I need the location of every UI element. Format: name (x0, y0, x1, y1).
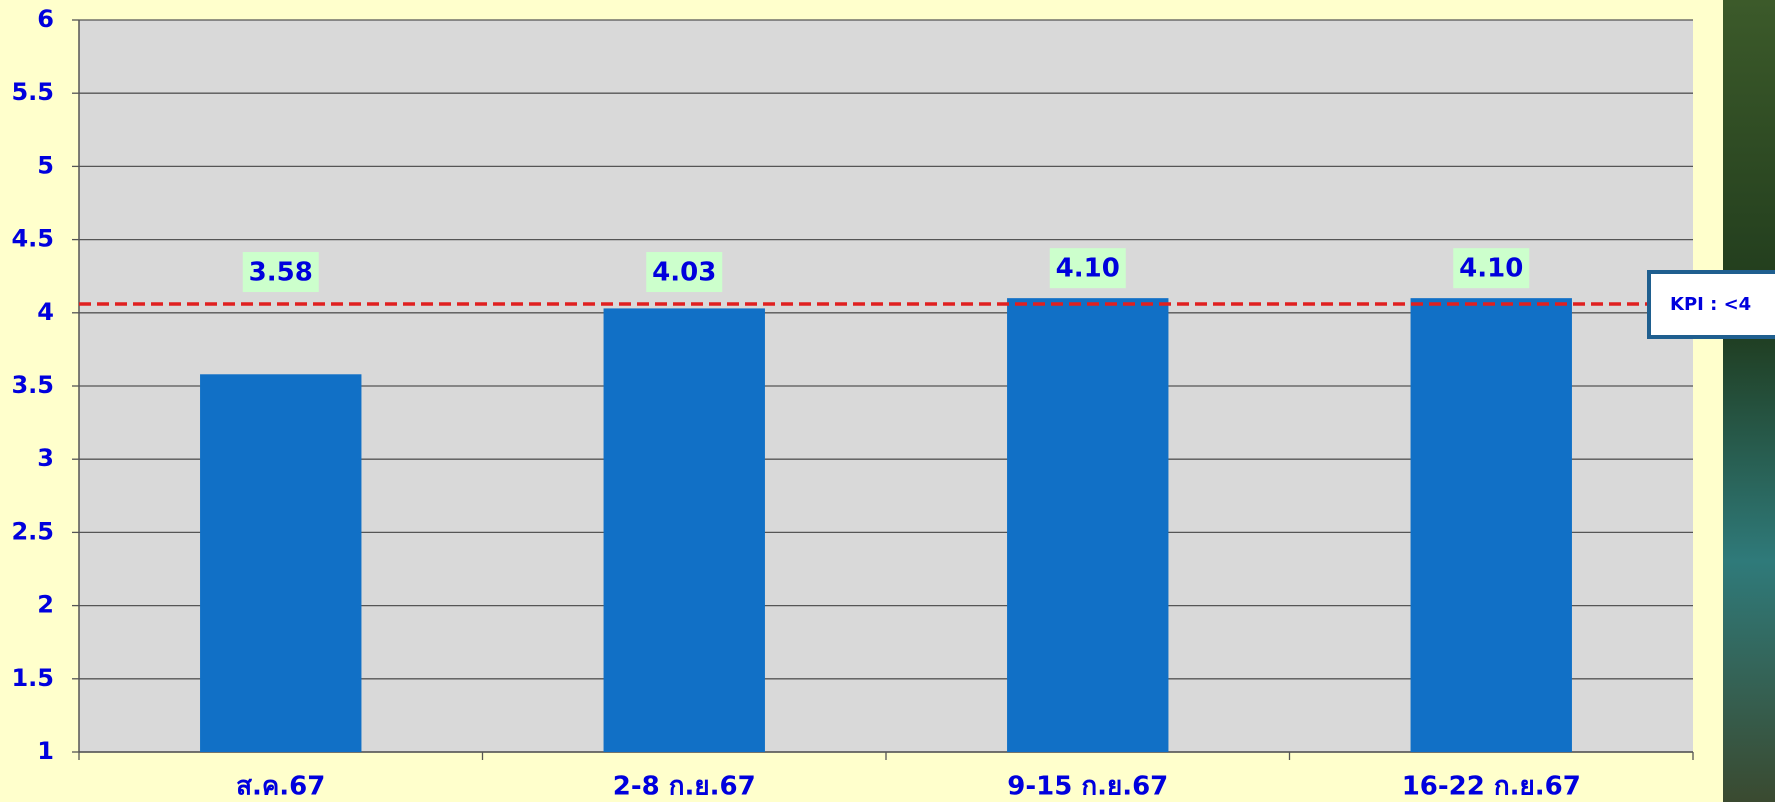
y-tick-label: 5 (37, 151, 54, 179)
y-tick-label: 5.5 (11, 78, 54, 106)
chart: 1 1.5 2 2.5 3 3.5 4 4.5 5 5.5 6 ส.ค.67 2-8 ก.ย.67 9-1… (0, 0, 1775, 802)
y-tick-label: 3 (37, 444, 54, 472)
x-tick-label: 2-8 ก.ย.67 (613, 772, 756, 802)
page: 1 1.5 2 2.5 3 3.5 4 4.5 5 5.5 6 ส.ค.67 2-8 ก.ย.67 9-1… (0, 0, 1775, 802)
kpi-label: KPI : <4 (1670, 294, 1751, 315)
bar (1007, 298, 1168, 752)
value-label: 3.58 (249, 258, 313, 288)
background-photo (1723, 0, 1775, 802)
value-label: 4.03 (652, 258, 716, 288)
value-label: 4.10 (1459, 254, 1523, 284)
x-tick-label: ส.ค.67 (236, 772, 325, 802)
y-tick-label: 4.5 (11, 225, 54, 253)
y-tick-label: 1.5 (11, 664, 54, 692)
bar (200, 374, 361, 752)
y-tick-label: 3.5 (11, 371, 54, 399)
y-tick-label: 1 (37, 737, 54, 765)
y-tick-label: 2.5 (11, 517, 54, 545)
x-tick-label: 9-15 ก.ย.67 (1007, 772, 1168, 802)
value-label: 4.10 (1056, 254, 1120, 284)
y-tick-label: 6 (37, 5, 54, 33)
y-tick-label: 2 (37, 591, 54, 619)
bar (1411, 298, 1572, 752)
y-tick-label: 4 (37, 298, 54, 326)
bar (604, 308, 765, 752)
x-tick-label: 16-22 ก.ย.67 (1402, 772, 1581, 802)
